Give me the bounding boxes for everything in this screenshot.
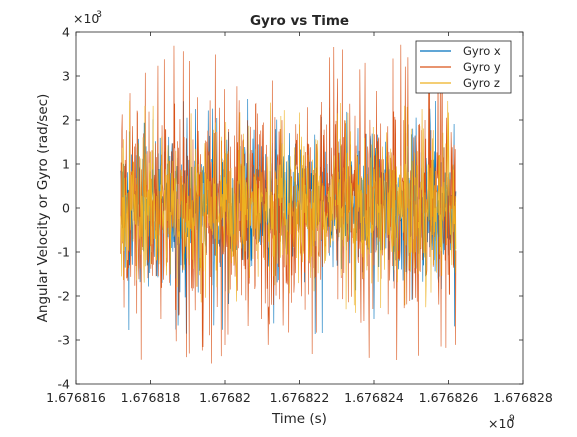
x-axis-label: Time (s)	[271, 411, 327, 427]
x-tick-label: 1.676826	[419, 390, 479, 405]
y-tick-label: 0	[62, 201, 70, 216]
x-tick-label: 1.676824	[344, 390, 404, 405]
y-axis-label: Angular Velocity or Gyro (rad/sec)	[35, 94, 51, 323]
y-tick-label: 2	[62, 113, 70, 128]
chart-title: Gyro vs Time	[250, 13, 349, 29]
legend-label-gyro-x: Gyro x	[463, 44, 501, 58]
y-tick-label: -1	[58, 245, 70, 260]
x-tick-label: 1.676816	[46, 390, 106, 405]
y-exponent: ×10 -3	[73, 10, 102, 26]
legend-label-gyro-z: Gyro z	[463, 76, 500, 90]
x-exponent: ×10 9	[488, 414, 515, 431]
legend: Gyro x Gyro y Gyro z	[415, 40, 512, 94]
y-tick-label: -4	[58, 377, 71, 392]
series-layer	[120, 43, 457, 364]
series-line-gyro-z	[120, 100, 457, 313]
x-tick-label: 1.67682	[199, 390, 251, 405]
y-tick-label: -3	[58, 333, 70, 348]
legend-label-gyro-y: Gyro y	[463, 60, 501, 74]
x-tick-label: 1.676818	[121, 390, 181, 405]
x-tick-label: 1.676822	[270, 390, 330, 405]
y-tick-label: 3	[62, 69, 70, 84]
x-exponent-base: ×10	[488, 416, 514, 431]
y-exponent-base: ×10	[73, 11, 99, 26]
y-exponent-power: -3	[93, 10, 102, 20]
x-exponent-power: 9	[509, 414, 515, 424]
ticks-layer: 1.676816 1.676818 1.67682 1.676822 1.676824 1…	[46, 25, 553, 406]
x-tick-label: 1.676828	[493, 390, 553, 405]
y-tick-label: -2	[58, 289, 70, 304]
y-tick-label: 1	[62, 157, 70, 172]
y-tick-label: 4	[62, 25, 70, 40]
